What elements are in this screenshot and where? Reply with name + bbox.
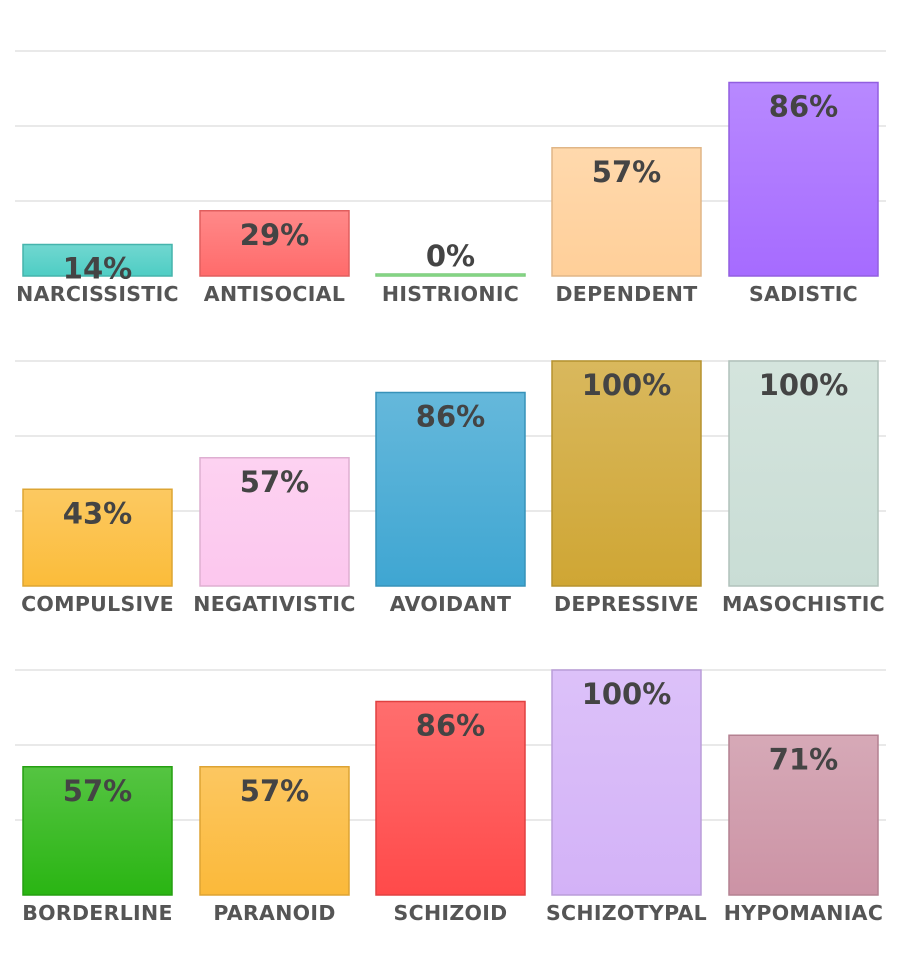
bar bbox=[375, 273, 526, 277]
chart-3: 57% BORDERLINE 57% PARANOID 86% SCHIZOID 100% S… bbox=[15, 669, 886, 925]
category-label: SADISTIC bbox=[749, 282, 858, 306]
bar-value-label: 14% bbox=[63, 252, 132, 286]
bar-value-label: 100% bbox=[582, 677, 672, 711]
bar bbox=[551, 147, 702, 277]
bar-value-label: 86% bbox=[416, 709, 485, 743]
category-label: HYPOMANIAC bbox=[724, 901, 883, 925]
bar-value-label: 100% bbox=[582, 368, 672, 402]
bar bbox=[375, 391, 526, 587]
bar bbox=[22, 488, 173, 587]
category-label: AVOIDANT bbox=[390, 592, 511, 616]
bar-value-label: 43% bbox=[63, 496, 132, 530]
category-label: HISTRIONIC bbox=[382, 282, 519, 306]
bar bbox=[551, 669, 702, 896]
bar bbox=[199, 766, 350, 896]
category-label: DEPENDENT bbox=[555, 282, 697, 306]
bar bbox=[22, 243, 173, 277]
bar bbox=[728, 360, 879, 587]
bar-value-label: 57% bbox=[63, 774, 132, 808]
bar-value-label: 100% bbox=[759, 368, 849, 402]
bar bbox=[728, 734, 879, 896]
bar-value-label: 86% bbox=[416, 400, 485, 434]
chart-1: 14%NARCISSISTIC 29% ANTISOCIAL 0% HISTRIONIC… bbox=[15, 50, 886, 306]
category-label: PARANOID bbox=[213, 901, 335, 925]
bar-value-label: 57% bbox=[240, 774, 309, 808]
bar bbox=[728, 81, 879, 277]
category-label: DEPRESSIVE bbox=[554, 592, 699, 616]
bar-value-label: 71% bbox=[769, 742, 838, 776]
bar-value-label: 57% bbox=[592, 155, 661, 189]
category-label: ANTISOCIAL bbox=[204, 282, 345, 306]
bar bbox=[22, 766, 173, 896]
bar-value-label: 57% bbox=[240, 465, 309, 499]
bar bbox=[551, 360, 702, 587]
category-label: BORDERLINE bbox=[22, 901, 173, 925]
bar-value-label: 29% bbox=[240, 218, 309, 252]
bar bbox=[375, 700, 526, 896]
category-label: MASOCHISTIC bbox=[722, 592, 885, 616]
bar bbox=[199, 457, 350, 587]
category-label: SCHIZOTYPAL bbox=[546, 901, 707, 925]
category-label: SCHIZOID bbox=[394, 901, 508, 925]
chart-2: 43% COMPULSIVE 57% NEGATIVISTIC 86% AVOIDANT 1… bbox=[15, 360, 886, 616]
bar-value-label: 0% bbox=[426, 239, 475, 273]
category-label: COMPULSIVE bbox=[21, 592, 174, 616]
category-label: NARCISSISTIC bbox=[16, 282, 179, 306]
bar bbox=[199, 210, 350, 277]
category-label: NEGATIVISTIC bbox=[193, 592, 355, 616]
bar-value-label: 86% bbox=[769, 90, 838, 124]
